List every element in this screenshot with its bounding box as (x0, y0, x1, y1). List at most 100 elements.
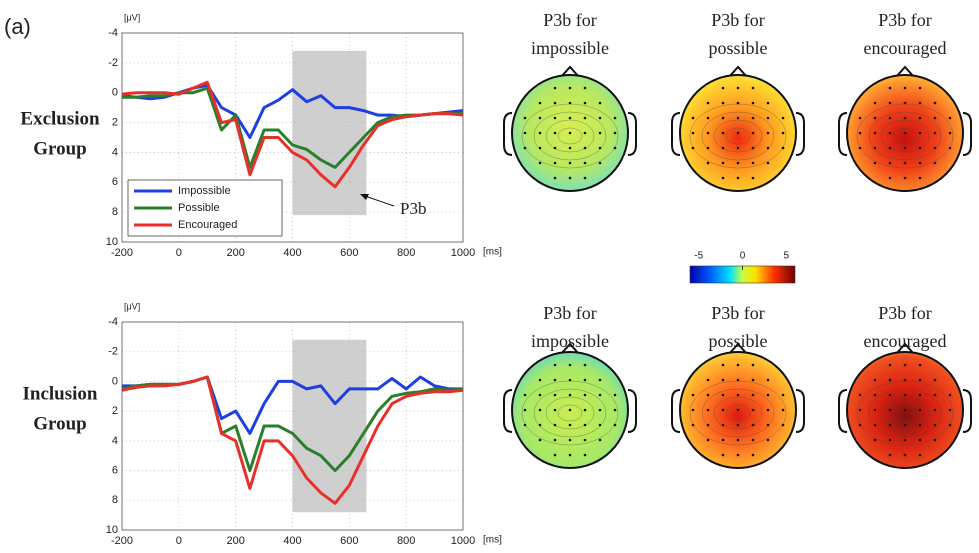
annotation: P3b (400, 199, 426, 218)
electrode (766, 116, 770, 120)
electrode (736, 116, 740, 120)
shaded-region (292, 50, 367, 216)
electrode (598, 438, 602, 442)
electrode (766, 161, 770, 165)
electrode (553, 116, 557, 120)
electrode (903, 438, 907, 442)
y-tick-label: 2 (112, 405, 118, 417)
map-title: impossible (531, 331, 609, 351)
electrode (691, 423, 695, 427)
electrode (933, 423, 937, 427)
electrode (888, 378, 892, 382)
electrode (918, 176, 922, 180)
electrode (721, 408, 725, 412)
legend-label: Encouraged (178, 219, 237, 231)
electrode (523, 408, 527, 412)
electrode (538, 438, 542, 442)
electrode (721, 438, 725, 442)
head-nose (560, 65, 580, 78)
electrode (583, 453, 587, 457)
map-title: possible (708, 331, 767, 351)
electrode (583, 176, 587, 180)
electrode (903, 453, 907, 457)
electrode (903, 176, 907, 180)
electrode (888, 438, 892, 442)
head-ear (838, 389, 848, 433)
colorbar-tick-label: -5 (694, 251, 703, 262)
electrode (583, 131, 587, 135)
electrode (736, 146, 740, 150)
electrode (553, 438, 557, 442)
electrode (736, 453, 740, 457)
row-label: Inclusion (23, 383, 98, 404)
electrode (873, 161, 877, 165)
electrode (751, 146, 755, 150)
electrode (736, 131, 740, 135)
electrode (583, 146, 587, 150)
electrode (721, 176, 725, 180)
electrode (553, 393, 557, 397)
electrode (888, 116, 892, 120)
electrode (903, 146, 907, 150)
x-tick-label: 400 (283, 535, 301, 547)
electrode (781, 408, 785, 412)
electrode (751, 408, 755, 412)
electrode (568, 116, 572, 120)
electrode (948, 393, 952, 397)
head-ear (795, 389, 805, 433)
electrode (706, 438, 710, 442)
electrode (888, 146, 892, 150)
electrode (918, 423, 922, 427)
electrode (613, 393, 617, 397)
electrode (766, 393, 770, 397)
map-title: possible (708, 38, 767, 58)
electrode (691, 131, 695, 135)
electrode (721, 393, 725, 397)
electrode (553, 363, 557, 367)
electrode (568, 86, 572, 90)
electrode (613, 116, 617, 120)
electrode (706, 146, 710, 150)
electrode (538, 131, 542, 135)
electrode (903, 378, 907, 382)
head-ear (503, 112, 513, 156)
electrode (598, 378, 602, 382)
shaded-region (292, 339, 367, 513)
map-title: P3b for (543, 303, 597, 323)
electrode (568, 363, 572, 367)
electrode (873, 146, 877, 150)
head-nose (895, 65, 915, 78)
electrode (613, 408, 617, 412)
legend-label: Impossible (178, 185, 231, 197)
contour (713, 119, 763, 153)
electrode (523, 423, 527, 427)
electrode (553, 453, 557, 457)
electrode (583, 101, 587, 105)
electrode (583, 363, 587, 367)
head-ear (838, 112, 848, 156)
electrode (538, 101, 542, 105)
electrode (538, 116, 542, 120)
electrode (523, 146, 527, 150)
x-tick-label: 0 (176, 247, 182, 259)
electrode (691, 116, 695, 120)
electrode (583, 378, 587, 382)
electrode (766, 408, 770, 412)
electrode (553, 408, 557, 412)
legend-label: Possible (178, 202, 220, 214)
electrode (568, 393, 572, 397)
electrode (933, 116, 937, 120)
electrode (933, 408, 937, 412)
electrode (903, 116, 907, 120)
x-tick-label: 200 (226, 535, 244, 547)
electrode (918, 393, 922, 397)
y-axis-label: [μV] (124, 12, 140, 22)
y-tick-label: 8 (112, 494, 118, 506)
electrode (751, 393, 755, 397)
x-axis-label: [ms] (483, 247, 502, 258)
head-nose (560, 342, 580, 355)
electrode (568, 378, 572, 382)
x-tick-label: 0 (176, 535, 182, 547)
electrode (918, 408, 922, 412)
y-tick-label: 0 (112, 375, 118, 387)
